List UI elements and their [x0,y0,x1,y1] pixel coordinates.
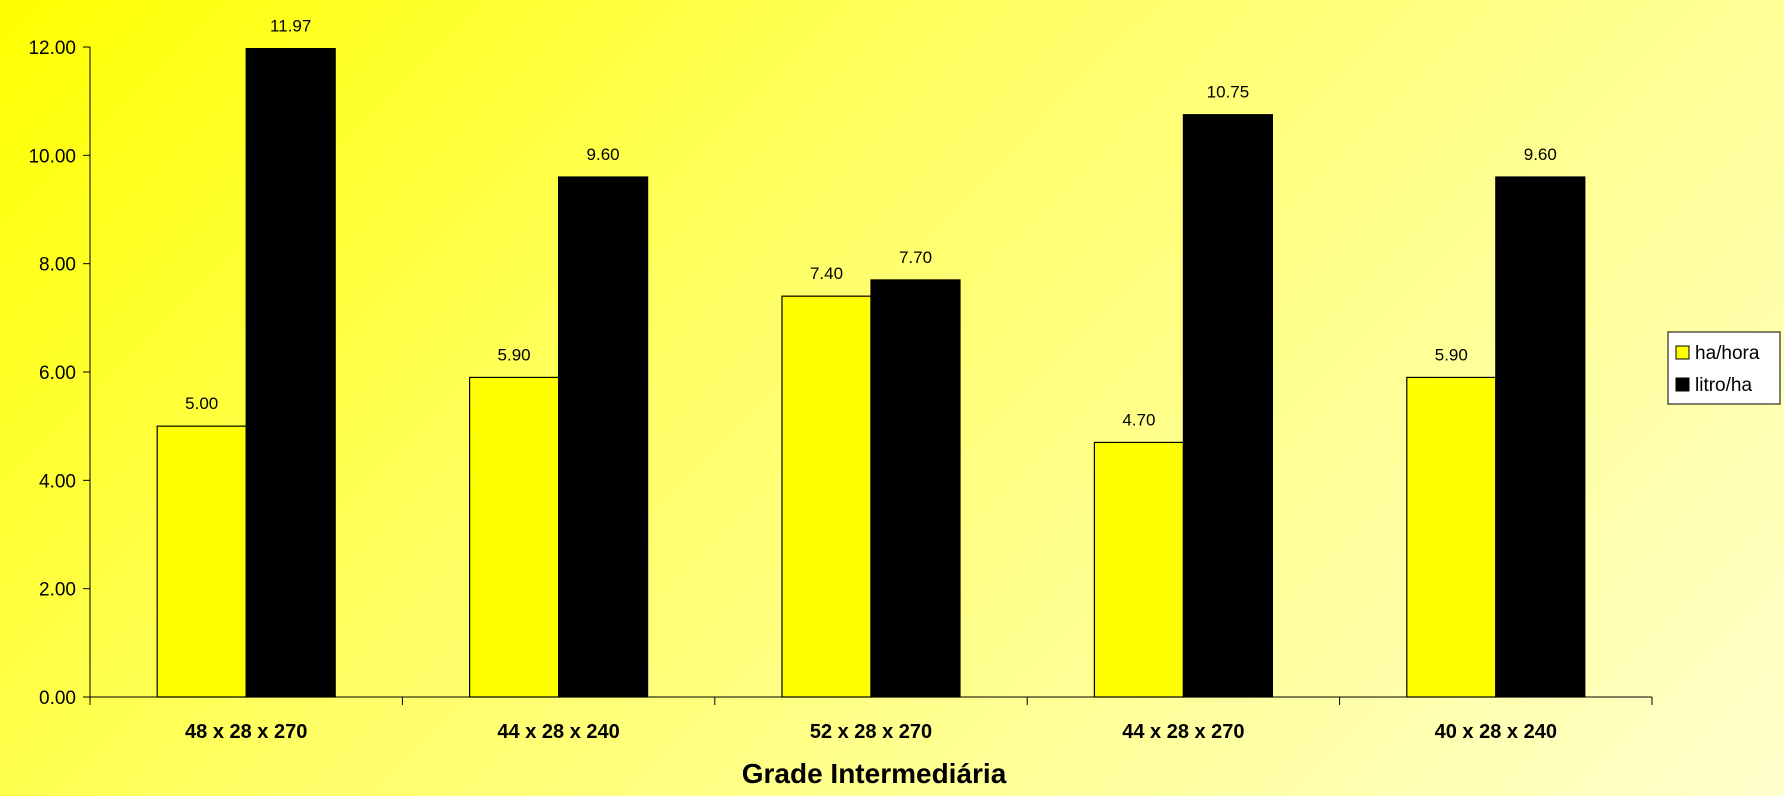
data-label: 9.60 [1524,145,1557,164]
y-tick-label: 4.00 [39,471,76,492]
legend: ha/hora litro/ha [1667,331,1781,405]
bar-ha-hora [469,376,560,698]
x-category-label: 48 x 28 x 270 [185,721,307,743]
axes: 0.00 2.00 4.00 6.00 8.00 10.00 12.00 48 x 28 x … [28,38,1653,743]
legend-label: litro/ha [1695,375,1752,396]
x-category-label: 52 x 28 x 270 [810,721,932,743]
data-label: 5.90 [1435,345,1468,364]
bar-litro-ha [557,176,649,698]
bar-ha-hora [781,295,872,698]
bar-litro-ha [245,48,336,698]
bar-litro-ha [870,279,961,698]
bar-litro-ha [1182,114,1274,698]
bar-litro-ha [1495,176,1586,698]
y-tick-label: 8.00 [39,255,76,276]
data-label: 4.70 [1122,410,1155,429]
legend-swatch [1675,345,1690,360]
x-category-label: 44 x 28 x 270 [1122,721,1244,743]
legend-swatch [1675,377,1690,392]
data-label: 10.75 [1207,83,1250,102]
data-labels: 5.00 5.90 7.40 4.70 5.90 11.97 9.60 7.70 10.75 9.… [185,17,1557,430]
data-label: 11.97 [270,17,311,36]
legend-label: ha/hora [1695,343,1760,364]
y-tick-label: 6.00 [39,363,76,384]
y-tick-label: 12.00 [28,38,76,59]
data-label: 7.40 [810,264,843,283]
y-tick-label: 0.00 [39,688,76,709]
x-category-label: 44 x 28 x 240 [497,721,619,743]
y-tick-label: 2.00 [39,580,76,601]
data-label: 7.70 [899,248,932,267]
data-label: 9.60 [587,145,620,164]
x-axis-title: Grade Intermediária [742,758,1007,789]
data-label: 5.90 [498,345,531,364]
bars [156,48,1586,698]
bar-ha-hora [1406,376,1497,698]
y-tick-label: 10.00 [28,146,76,167]
legend-box [1667,331,1781,405]
data-label: 5.00 [185,394,218,413]
bar-ha-hora [1093,441,1185,698]
bar-ha-hora [156,425,247,698]
x-category-label: 40 x 28 x 240 [1435,721,1557,743]
